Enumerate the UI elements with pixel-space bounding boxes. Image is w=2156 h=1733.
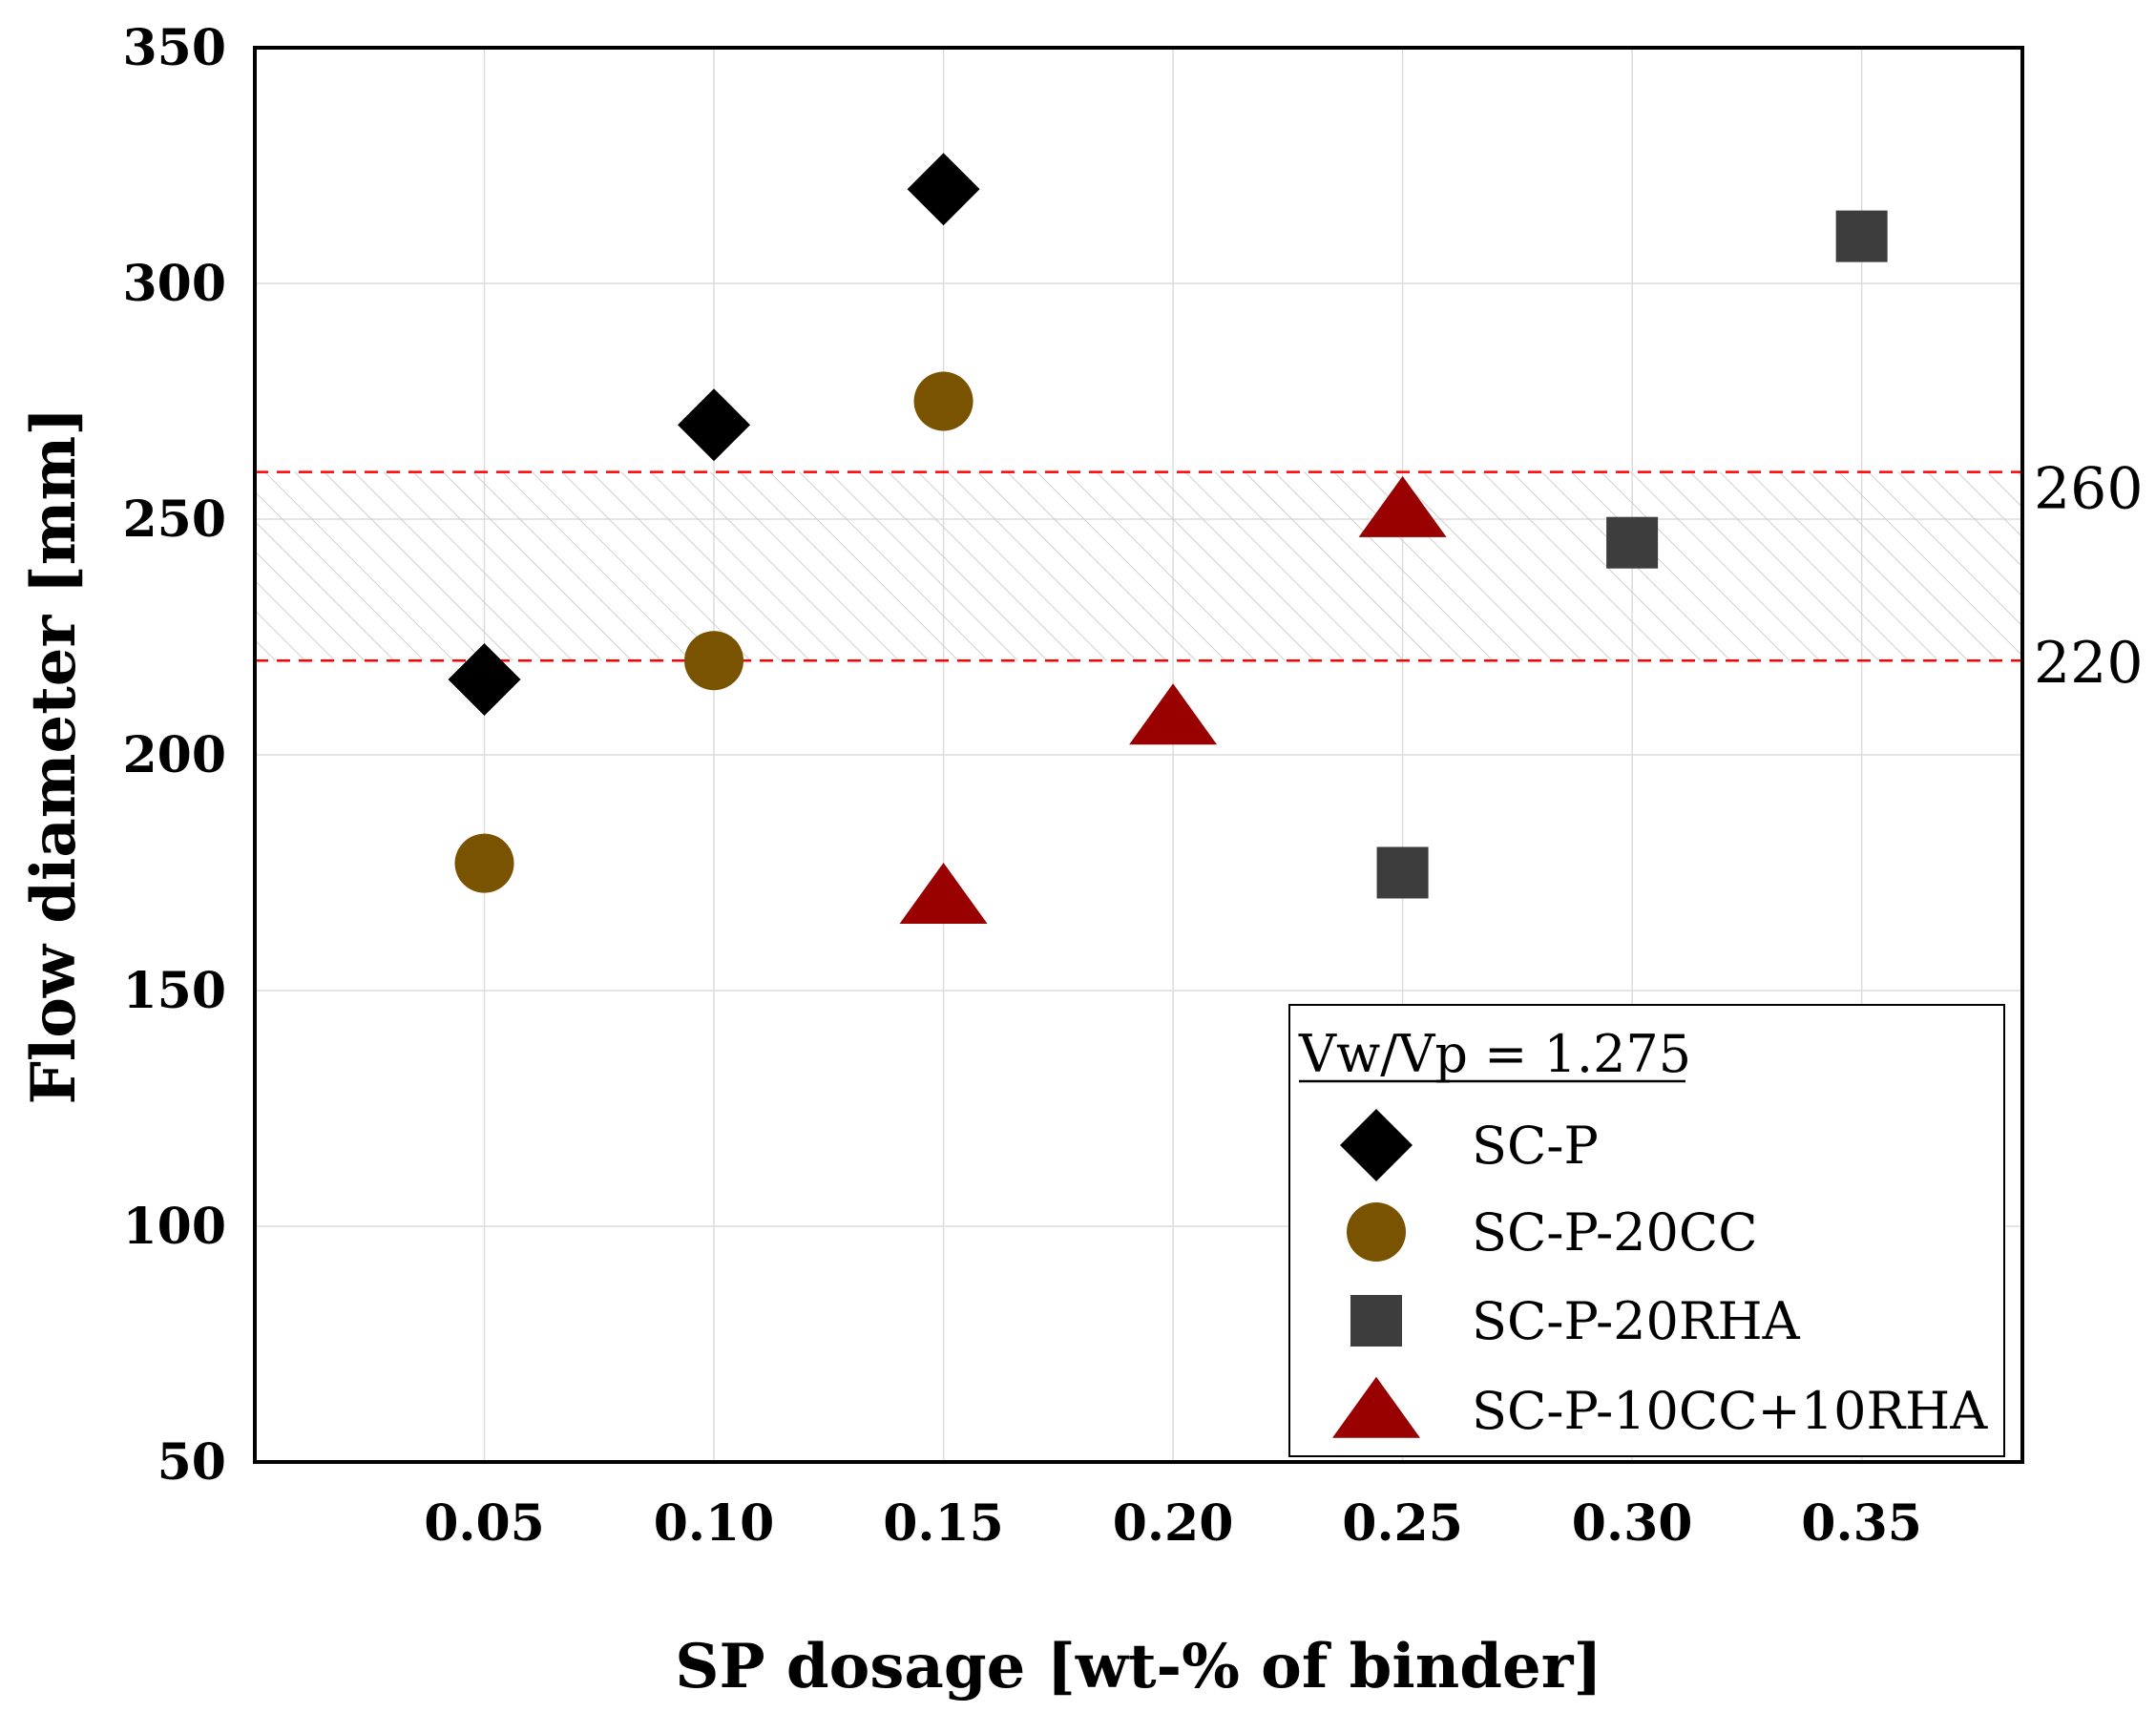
- upper-limit-label: 260: [2034, 456, 2144, 523]
- x-tick-label: 0.15: [883, 1494, 1004, 1553]
- series-sc-p: [448, 153, 980, 716]
- reference-band-hatch: [255, 471, 2022, 661]
- y-tick-label: 50: [157, 1433, 226, 1492]
- lower-limit-label: 220: [2034, 630, 2144, 697]
- legend-item: SC-P-20RHA: [1350, 1291, 1801, 1351]
- legend-item: SC-P-20CC: [1347, 1202, 1758, 1263]
- x-tick-label: 0.25: [1342, 1494, 1463, 1553]
- data-point: [684, 631, 744, 691]
- reference-band-layer: [255, 470, 2022, 662]
- legend-item: SC-P: [1340, 1109, 1599, 1181]
- data-point: [448, 642, 521, 716]
- plot-frame-layer: [253, 46, 2024, 1464]
- data-point: [1376, 846, 1429, 899]
- legend-label: SC-P-20CC: [1472, 1202, 1758, 1263]
- x-tick-label: 0.10: [654, 1494, 775, 1553]
- legend-label: SC-P: [1472, 1116, 1599, 1176]
- y-tick-label: 150: [122, 962, 226, 1020]
- plot-frame: [253, 46, 2024, 1464]
- data-marker-layer: [448, 153, 1888, 924]
- legend-label: SC-P-10CC+10RHA: [1472, 1381, 1988, 1441]
- legend-marker: [1332, 1376, 1420, 1438]
- data-point: [1835, 210, 1888, 262]
- y-tick-label: 200: [122, 726, 226, 784]
- y-tick-label: 250: [122, 491, 226, 549]
- legend-marker: [1347, 1202, 1406, 1262]
- y-axis-title: Flow diameter [mm]: [18, 407, 90, 1104]
- x-tick-label: 0.20: [1113, 1494, 1234, 1553]
- data-point: [913, 371, 973, 431]
- legend-marker: [1340, 1109, 1413, 1181]
- tick-label-layer: 0.05 0.10 0.15 0.20 0.25 0.30 0.35 50 100 150 200 2…: [122, 19, 2143, 1553]
- data-point: [1606, 516, 1659, 569]
- y-tick-label: 300: [122, 255, 226, 313]
- y-tick-label: 350: [122, 19, 226, 77]
- data-point: [678, 388, 751, 462]
- legend-label: SC-P-20RHA: [1472, 1291, 1801, 1351]
- data-point: [907, 153, 980, 226]
- x-tick-label: 0.35: [1801, 1494, 1922, 1553]
- series-sc-p-20rha: [1376, 210, 1888, 899]
- legend-title: Vw/Vp = 1.275: [1298, 1024, 1691, 1084]
- legend: Vw/Vp = 1.275 SC-P SC-P-20CC SC-P-20RHA SC-P…: [1288, 1004, 2005, 1457]
- x-axis-title: SP dosage [wt-% of binder]: [675, 1631, 1601, 1702]
- legend-item: SC-P-10CC+10RHA: [1332, 1376, 1988, 1441]
- data-point: [899, 863, 988, 924]
- legend-marker: [1350, 1295, 1402, 1347]
- series-sc-p-20cc: [454, 371, 973, 893]
- data-point: [1358, 475, 1447, 537]
- data-point: [1129, 683, 1218, 745]
- x-tick-label: 0.05: [424, 1494, 545, 1553]
- y-tick-label: 100: [122, 1198, 226, 1256]
- series-sc-p-10cc-10rha: [899, 475, 1447, 924]
- x-tick-label: 0.30: [1572, 1494, 1693, 1553]
- data-point: [454, 833, 514, 893]
